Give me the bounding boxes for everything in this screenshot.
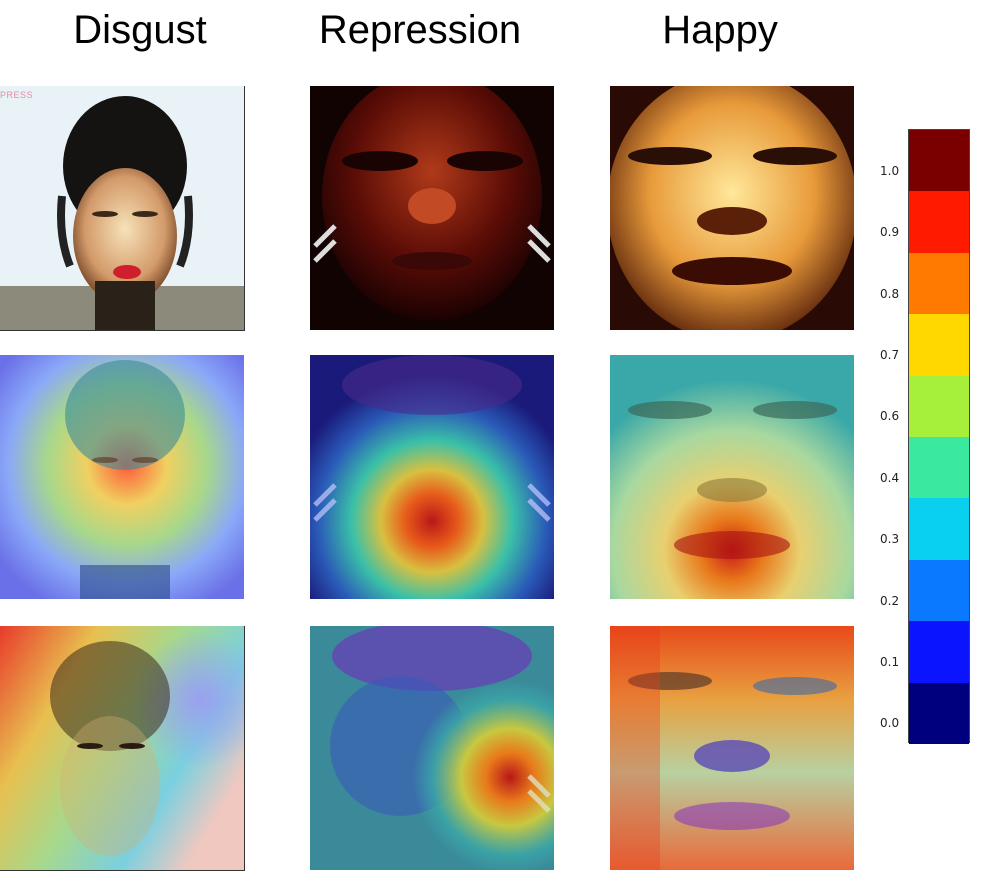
repression-heatmap-2: [310, 626, 554, 870]
colorbar-segment: [909, 252, 969, 315]
colorbar-tick-label: 0.6: [880, 409, 900, 424]
colorbar-segment: [909, 130, 969, 192]
colorbar-segment: [909, 559, 969, 622]
repression-original-image: [310, 86, 554, 330]
colorbar-tick-label: 0.0: [880, 716, 900, 731]
colorbar-segment: [909, 437, 969, 499]
column-title-repression: Repression: [318, 8, 522, 52]
column-title-happy: Happy: [662, 8, 778, 52]
colorbar-segment: [909, 498, 969, 561]
disgust-original-image: [0, 86, 245, 331]
column-title-disgust: Disgust: [73, 8, 207, 52]
colorbar-tick-label: 0.7: [880, 347, 900, 362]
colorbar-segment: [909, 314, 969, 377]
colorbar-segment: [909, 621, 969, 684]
disgust-heatmap-2: [0, 626, 245, 871]
colorbar-tick-label: 0.8: [880, 286, 900, 301]
colorbar-tick-label: 0.2: [880, 593, 900, 608]
happy-original-image: [610, 86, 854, 330]
colorbar-segment: [909, 191, 969, 254]
repression-heatmap-1: [310, 355, 554, 599]
colorbar-tick-label: 0.9: [880, 225, 900, 240]
colorbar-tick-label: 0.1: [880, 654, 900, 669]
happy-heatmap-1: [610, 355, 854, 599]
colorbar-tick-label: 1.0: [880, 163, 900, 178]
colorbar-segment: [909, 375, 969, 438]
colorbar-tick-label: 0.3: [880, 532, 900, 547]
colorbar: [908, 129, 970, 745]
happy-heatmap-2: [610, 626, 854, 870]
disgust-heatmap-1: [0, 355, 244, 599]
colorbar-segment: [909, 682, 969, 745]
colorbar-tick-label: 0.4: [880, 470, 900, 485]
press-watermark: PRESS: [0, 90, 34, 100]
